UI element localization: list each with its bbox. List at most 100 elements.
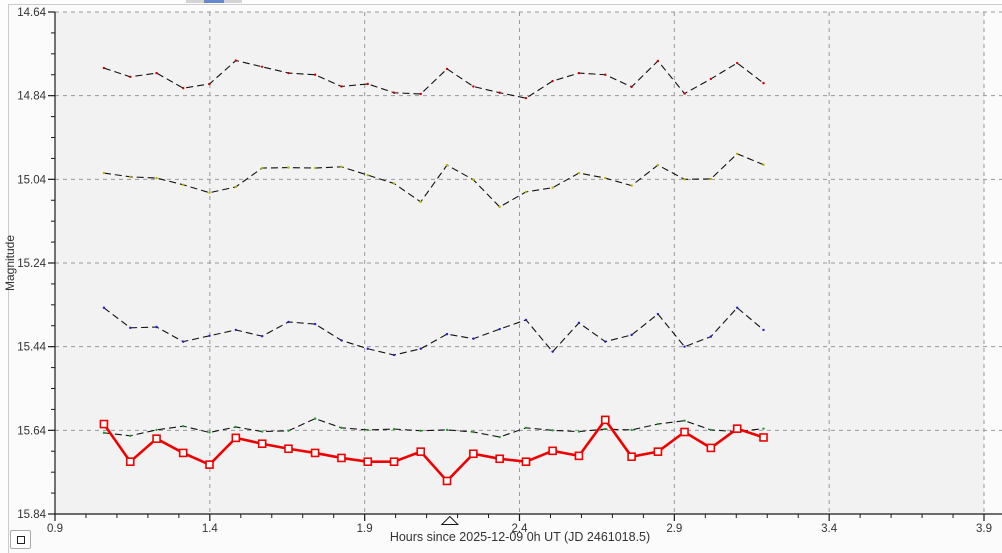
red-target-series-point[interactable] <box>706 443 716 453</box>
dashed-comp-series-3-point[interactable] <box>656 312 660 316</box>
dashed-comp-series-1-point[interactable] <box>762 81 765 85</box>
dashed-comp-series-4-point[interactable] <box>498 435 501 439</box>
dashed-comp-series-3-point[interactable] <box>709 335 713 338</box>
dashed-comp-series-3-point[interactable] <box>287 320 290 324</box>
dashed-comp-series-2-point[interactable] <box>604 176 607 180</box>
triangle-marker[interactable] <box>440 515 460 525</box>
dashed-comp-series-1-point[interactable] <box>709 77 713 81</box>
dashed-comp-series-3-point[interactable] <box>524 318 528 322</box>
dashed-comp-series-2-point[interactable] <box>182 183 185 186</box>
red-target-series-point[interactable] <box>442 476 452 486</box>
dashed-comp-series-1-point[interactable] <box>524 96 528 100</box>
dashed-comp-series-2-point[interactable] <box>445 163 449 167</box>
dashed-comp-series-3-point[interactable] <box>762 328 765 332</box>
dashed-comp-series-4-point[interactable] <box>392 427 396 431</box>
dashed-comp-series-4-point[interactable] <box>129 434 132 437</box>
dashed-comp-series-3-point[interactable] <box>551 350 554 353</box>
dashed-comp-series-2-point[interactable] <box>472 178 475 181</box>
dashed-comp-series-1-point[interactable] <box>735 61 739 65</box>
dashed-comp-series-2-point[interactable] <box>683 178 686 181</box>
dashed-comp-series-3-point[interactable] <box>102 306 106 309</box>
red-target-series-point[interactable] <box>627 452 636 461</box>
dashed-comp-series-3-point[interactable] <box>604 340 607 343</box>
dashed-comp-series-2-point[interactable] <box>551 186 554 189</box>
dashed-comp-series-2-point[interactable] <box>392 182 396 185</box>
dashed-comp-series-4-point[interactable] <box>102 431 106 435</box>
dashed-comp-series-2-point[interactable] <box>630 184 633 187</box>
red-target-series-point[interactable] <box>205 460 214 469</box>
dashed-comp-series-4-point[interactable] <box>340 426 343 430</box>
red-target-series-point[interactable] <box>363 457 373 467</box>
dashed-comp-series-2-point[interactable] <box>498 205 501 209</box>
dashed-comp-series-3-point[interactable] <box>260 335 264 338</box>
dashed-comp-series-2-point[interactable] <box>577 171 581 175</box>
dashed-comp-series-1-point[interactable] <box>287 71 290 75</box>
red-target-series-point[interactable] <box>495 454 504 464</box>
dashed-comp-series-4-point[interactable] <box>419 429 422 432</box>
panel-corner-button[interactable] <box>10 530 31 549</box>
red-target-series-point[interactable] <box>521 457 531 467</box>
dashed-comp-series-4-point[interactable] <box>656 422 660 426</box>
dashed-comp-series-4-point[interactable] <box>762 427 765 430</box>
dashed-comp-series-1-point[interactable] <box>260 65 264 69</box>
dashed-comp-series-3-point[interactable] <box>419 347 422 350</box>
red-target-series-point[interactable] <box>99 419 109 429</box>
dashed-comp-series-4-point[interactable] <box>287 429 290 432</box>
red-target-series-point[interactable] <box>231 433 241 443</box>
dashed-comp-series-3-point[interactable] <box>683 345 686 348</box>
dashed-comp-series-1-point[interactable] <box>498 91 501 94</box>
dashed-comp-series-1-point[interactable] <box>683 92 686 95</box>
dashed-comp-series-4-point[interactable] <box>260 430 264 433</box>
dashed-comp-series-2-point[interactable] <box>762 163 765 166</box>
dashed-comp-series-2-point[interactable] <box>234 185 238 189</box>
dashed-comp-series-2-point[interactable] <box>419 200 422 204</box>
dashed-comp-series-3-point[interactable] <box>498 327 501 331</box>
red-target-series-point[interactable] <box>389 457 399 467</box>
red-target-series-point[interactable] <box>653 447 663 456</box>
dashed-comp-series-1-point[interactable] <box>208 82 211 86</box>
dashed-comp-series-4-point[interactable] <box>182 424 185 428</box>
dashed-comp-series-1-point[interactable] <box>129 75 132 79</box>
dashed-comp-series-4-point[interactable] <box>208 431 211 434</box>
dashed-comp-series-3-point[interactable] <box>445 332 449 336</box>
dashed-comp-series-1-point[interactable] <box>577 71 581 75</box>
red-target-series-point[interactable] <box>680 427 689 437</box>
dashed-comp-series-4-point[interactable] <box>709 428 713 432</box>
dashed-comp-series-3-point[interactable] <box>630 333 633 337</box>
dashed-comp-series-2-point[interactable] <box>287 166 290 169</box>
red-target-series-point[interactable] <box>600 415 610 425</box>
dashed-comp-series-1-point[interactable] <box>234 59 238 62</box>
red-target-series-point[interactable] <box>125 457 135 467</box>
dashed-comp-series-1-point[interactable] <box>392 91 396 94</box>
dashed-comp-series-3-point[interactable] <box>234 328 238 332</box>
dashed-comp-series-3-point[interactable] <box>577 321 581 325</box>
dashed-comp-series-2-point[interactable] <box>155 176 158 180</box>
dashed-comp-series-2-point[interactable] <box>260 166 264 170</box>
dashed-comp-series-3-point[interactable] <box>392 353 396 357</box>
dashed-comp-series-3-point[interactable] <box>182 340 185 343</box>
dashed-comp-series-3-point[interactable] <box>313 322 317 326</box>
dashed-comp-series-2-point[interactable] <box>524 190 528 194</box>
red-target-series-point[interactable] <box>310 448 320 458</box>
dashed-comp-series-3-point[interactable] <box>155 325 158 329</box>
dashed-comp-series-4-point[interactable] <box>155 428 158 432</box>
dashed-comp-series-4-point[interactable] <box>524 426 528 430</box>
red-target-series-point[interactable] <box>152 434 161 444</box>
dashed-comp-series-4-point[interactable] <box>234 425 238 429</box>
dashed-comp-series-2-point[interactable] <box>656 163 660 167</box>
dashed-comp-series-2-point[interactable] <box>102 171 106 175</box>
dashed-comp-series-1-point[interactable] <box>630 85 633 89</box>
dashed-comp-series-2-point[interactable] <box>208 191 211 194</box>
dashed-comp-series-2-point[interactable] <box>129 175 132 179</box>
dashed-comp-series-1-point[interactable] <box>656 59 660 63</box>
dashed-comp-series-1-point[interactable] <box>419 92 422 96</box>
red-target-series-point[interactable] <box>469 449 478 459</box>
dashed-comp-series-3-point[interactable] <box>340 339 343 342</box>
red-target-series-point[interactable] <box>732 424 742 433</box>
dashed-comp-series-1-point[interactable] <box>182 86 185 90</box>
dashed-comp-series-1-point[interactable] <box>313 73 317 76</box>
dashed-comp-series-1-point[interactable] <box>366 82 369 86</box>
red-target-series-point[interactable] <box>574 451 584 461</box>
dashed-comp-series-2-point[interactable] <box>735 152 739 156</box>
red-target-series-point[interactable] <box>548 446 557 456</box>
